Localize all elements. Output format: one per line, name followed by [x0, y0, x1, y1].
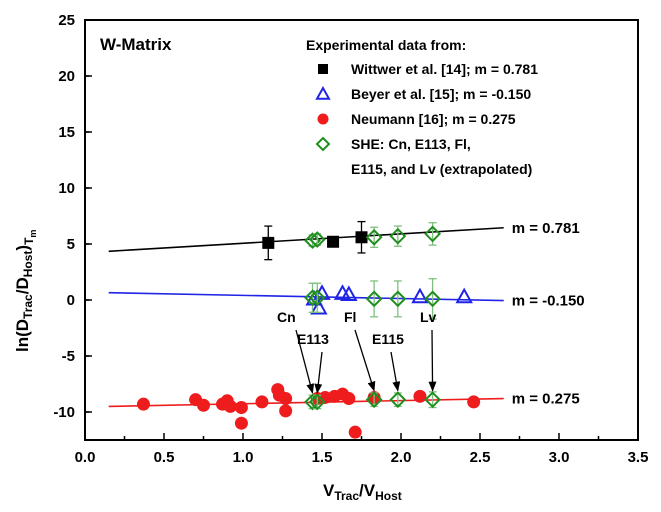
circle-point — [223, 399, 237, 413]
annotation-label: E115 — [372, 331, 404, 347]
slope-label: m = 0.781 — [512, 220, 580, 237]
y-tick-label: -5 — [62, 348, 75, 365]
circle-point — [197, 398, 210, 412]
diamond-point — [308, 289, 326, 307]
legend-entry: Neumann [16]; m = 0.275 — [351, 111, 516, 127]
triangle-point — [310, 298, 328, 315]
annotation-arrow — [354, 329, 376, 392]
triangle-point — [411, 287, 429, 304]
diamond-point — [389, 290, 407, 308]
legend: Experimental data from: Wittwer et al. [1… — [306, 37, 538, 177]
diamond-point — [389, 227, 407, 245]
annotation-arrow — [295, 329, 315, 394]
diamond-point — [365, 391, 383, 409]
triangle-point — [340, 285, 358, 301]
x-tick-label: 0.5 — [154, 449, 175, 466]
circle-point — [279, 392, 293, 406]
square-point — [327, 235, 340, 248]
y-tick-label: 5 — [67, 236, 75, 253]
legend-circle-marker — [317, 113, 329, 125]
data-points — [136, 220, 481, 439]
y-tick-label: 10 — [58, 180, 75, 197]
legend-entry: Wittwer et al. [14]; m = 0.781 — [351, 61, 538, 77]
diamond-point — [424, 391, 442, 409]
annotation-label: Cn — [277, 309, 296, 325]
x-tick-label: 3.0 — [549, 449, 570, 466]
y-tick-label: 20 — [58, 68, 75, 85]
legend-entry-line: SHE: Cn, E113, Fl, — [351, 136, 471, 152]
y-tick-label: -10 — [53, 404, 75, 421]
x-tick-label: 3.5 — [628, 449, 649, 466]
y-tick-label: 0 — [67, 292, 75, 309]
y-tick-label: 25 — [58, 12, 75, 29]
circle-point — [342, 392, 356, 406]
circle-point — [467, 395, 481, 409]
x-tick-label: 0.0 — [75, 449, 96, 466]
diamond-point — [365, 228, 383, 246]
triangle-point — [455, 287, 473, 304]
circle-point — [279, 404, 293, 418]
x-axis-title: VTrac/VHost — [323, 481, 402, 503]
x-tick-label: 2.0 — [391, 449, 412, 466]
x-tick-label: 1.5 — [312, 449, 333, 466]
panel-title: W-Matrix — [100, 35, 172, 54]
y-tick-label: 15 — [58, 124, 75, 141]
legend-diamond-marker — [315, 136, 331, 152]
annotation-arrow — [314, 351, 323, 394]
legend-entry-line: E115, and Lv (extrapolated) — [351, 161, 532, 177]
diamond-point — [308, 231, 326, 248]
circle-point — [255, 395, 269, 409]
legend-entry: Beyer et al. [15]; m = -0.150 — [351, 86, 531, 102]
x-tick-label: 1.0 — [233, 449, 254, 466]
annotation-label: E113 — [297, 331, 329, 347]
diamond-point — [424, 225, 442, 243]
slope-label: m = 0.275 — [512, 391, 580, 408]
circle-point — [234, 416, 248, 430]
diamond-point — [424, 290, 442, 308]
circle-point — [348, 425, 362, 439]
annotation-label: Lv — [420, 309, 437, 325]
legend-title: Experimental data from: — [306, 37, 466, 53]
square-point — [262, 236, 275, 249]
diamond-point — [308, 393, 326, 411]
circle-point — [234, 401, 248, 415]
square-point — [355, 231, 368, 244]
x-tick-label: 2.5 — [470, 449, 491, 466]
circle-point — [413, 389, 427, 403]
diamond-point — [365, 290, 383, 308]
diamond-point — [389, 391, 407, 409]
legend-square-marker — [318, 64, 328, 74]
annotation-arrow — [390, 351, 401, 392]
annotation-label: Fl — [344, 309, 356, 325]
ticks: 0.0 0.5 1.0 1.5 2.0 2.5 3.0 3.5 -10 -5 0 5 10 15 20 25 — [53, 12, 648, 466]
y-axis-title: ln(DTrac/DHost)Tm — [13, 230, 38, 352]
slope-label: m = -0.150 — [512, 293, 585, 310]
legend-triangle-marker — [315, 85, 331, 100]
annotation-arrow — [428, 329, 437, 392]
circle-point — [136, 397, 150, 411]
